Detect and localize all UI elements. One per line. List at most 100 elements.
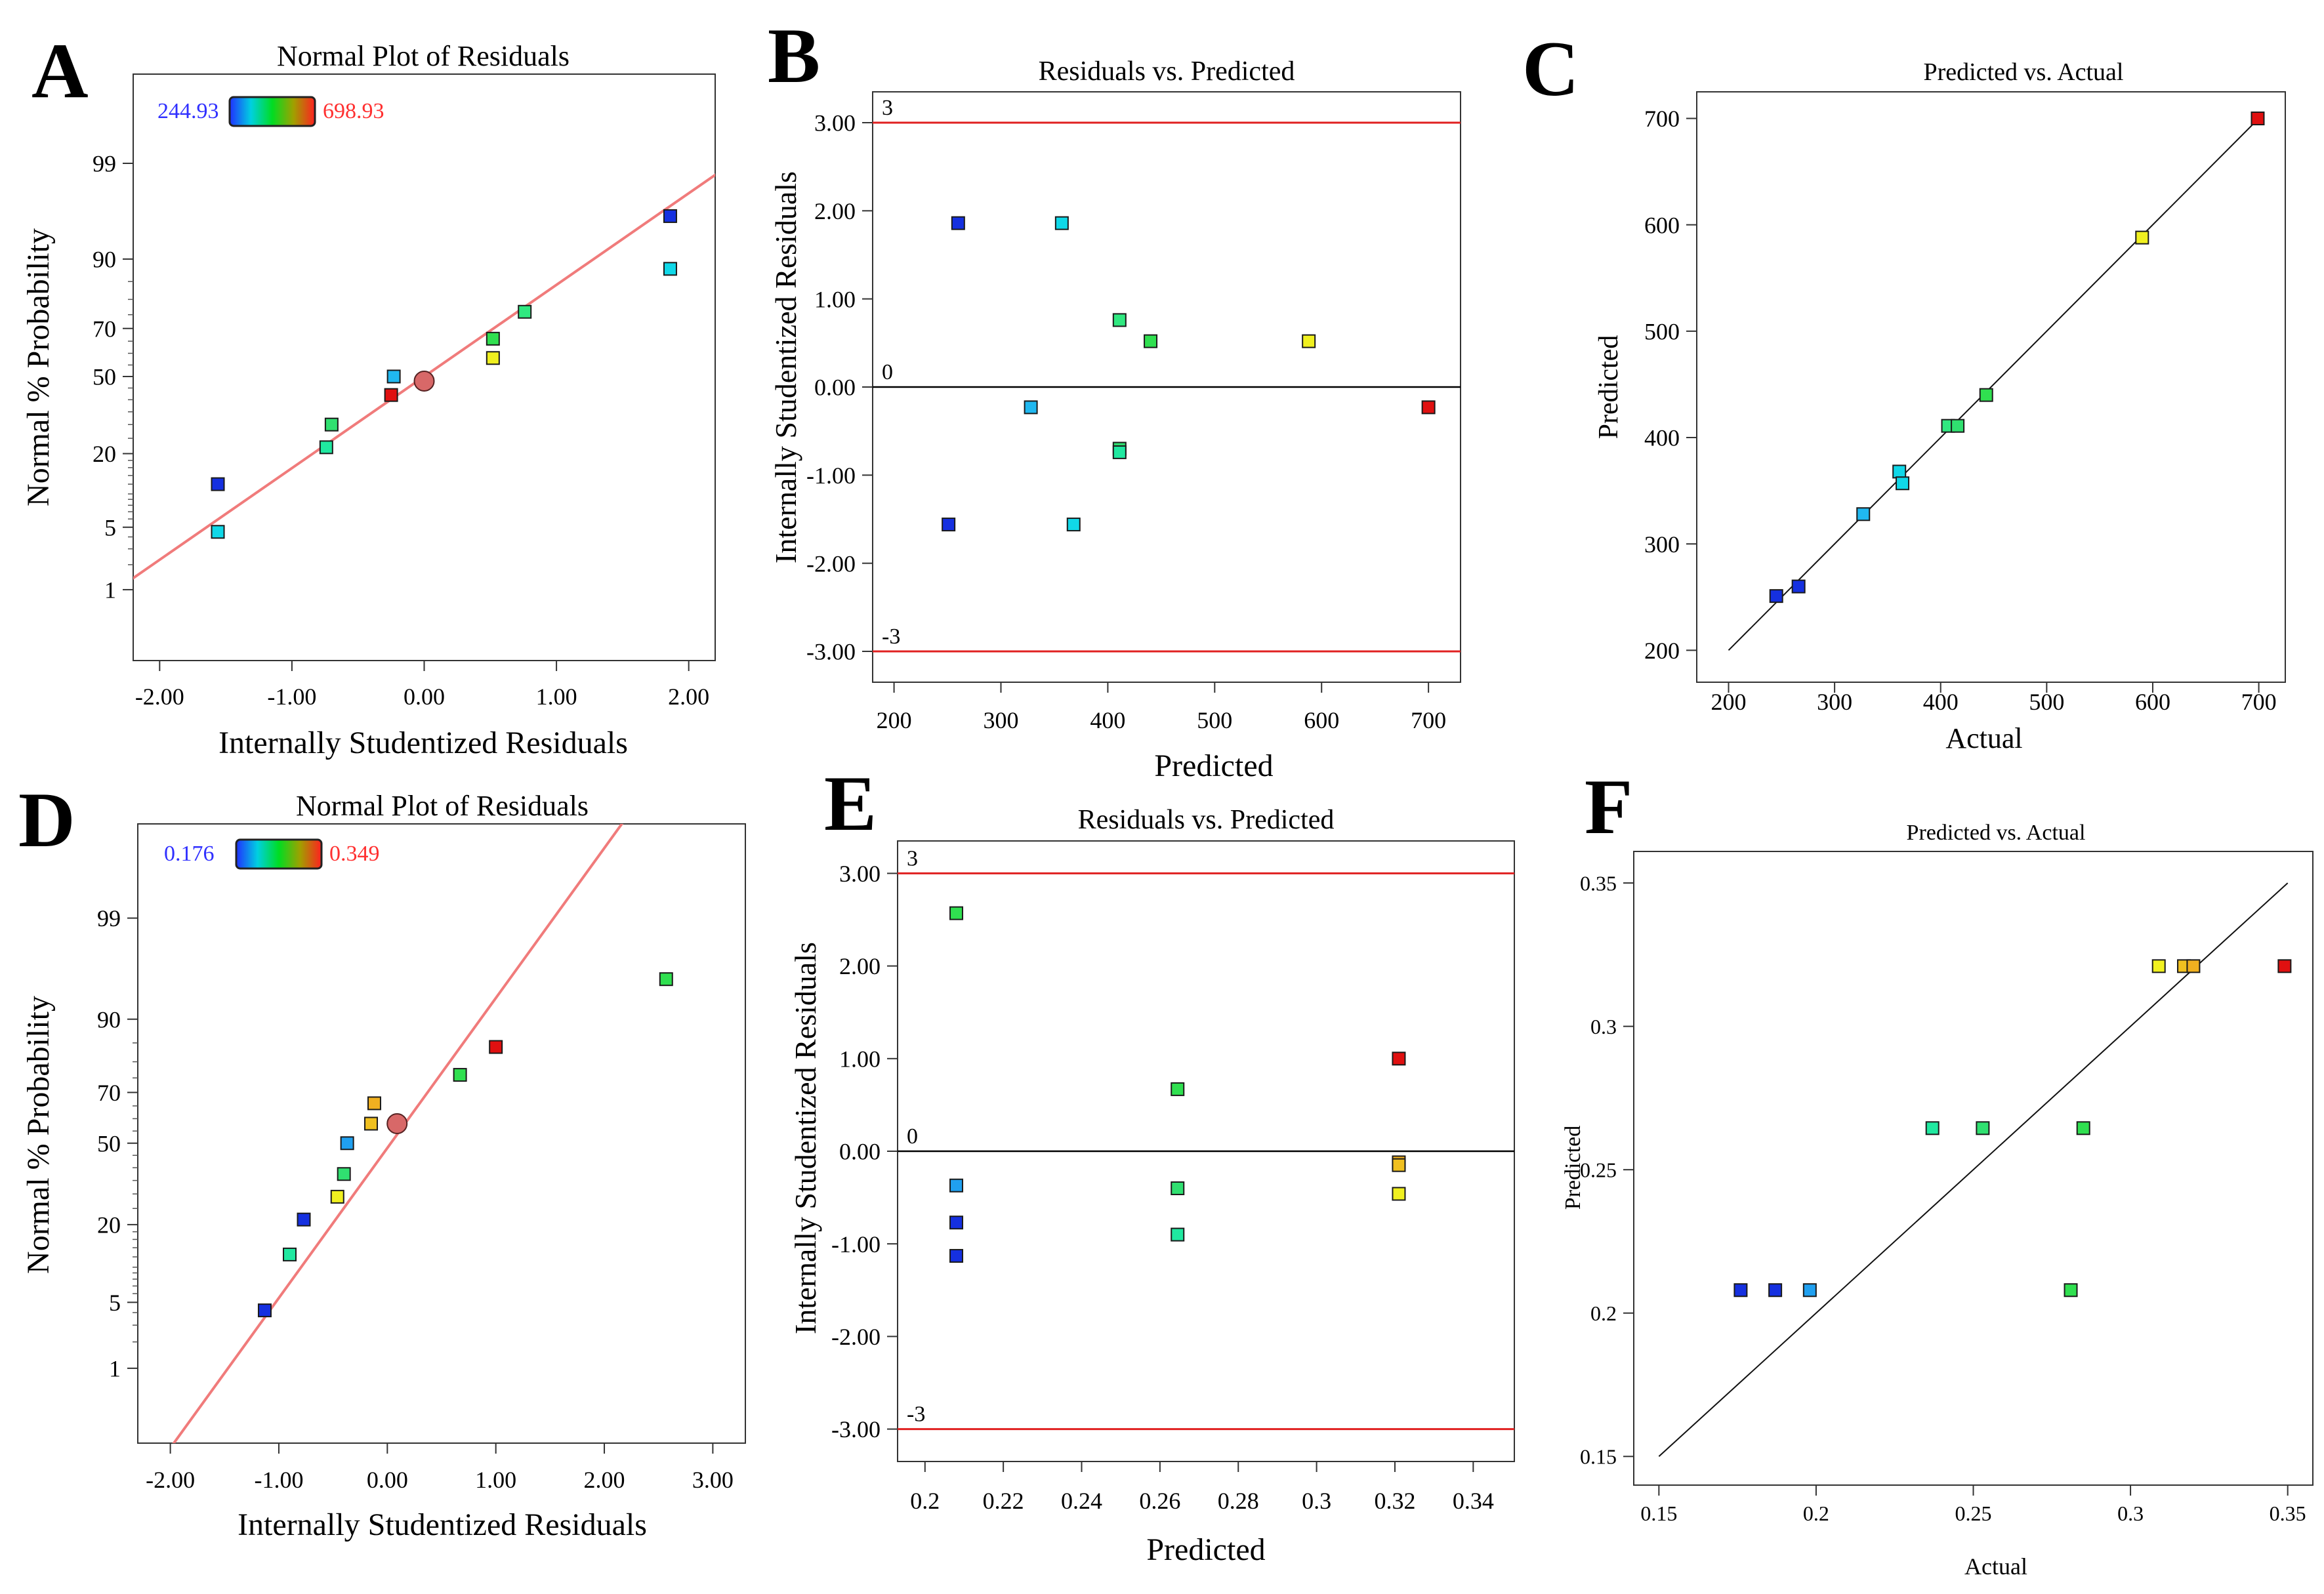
- y-tick-label: 400: [1644, 425, 1680, 451]
- data-point: [1979, 388, 1993, 402]
- x-tick-label: 0.3: [2117, 1502, 2144, 1525]
- y-tick-label: 0.35: [1580, 871, 1617, 895]
- data-point: [1171, 1181, 1185, 1195]
- diagonal-line: [1658, 882, 2289, 1458]
- x-tick-label: 0.32: [1374, 1488, 1415, 1514]
- panel-a: A Normal Plot of Residuals -2.00 -1.00 0.00 1…: [21, 27, 716, 760]
- data-point: [949, 1216, 964, 1230]
- x-tick-label: 0.3: [1302, 1488, 1331, 1514]
- y-tick-label: 1: [104, 577, 116, 603]
- center-point: [413, 370, 435, 392]
- x-tick-label: 0.26: [1139, 1488, 1180, 1514]
- color-scale-legend: 244.93 698.93: [157, 96, 384, 127]
- x-tick-label: 600: [1304, 707, 1339, 733]
- y-axis-label: Normal % Probability: [21, 228, 56, 506]
- y-tick-label: -1.00: [806, 462, 856, 489]
- panel-letter: D: [18, 776, 75, 863]
- color-scale-min-label: 244.93: [157, 99, 219, 123]
- chart-title: Normal Plot of Residuals: [277, 40, 570, 72]
- data-point: [663, 209, 677, 223]
- data-point: [1302, 334, 1316, 348]
- data-point: [1392, 1187, 1406, 1201]
- x-tick-label: 0.00: [404, 684, 445, 710]
- data-point: [1171, 1082, 1185, 1096]
- x-tick-label: 400: [1923, 689, 1959, 715]
- diagonal-line: [1728, 117, 2260, 651]
- data-point: [283, 1247, 297, 1261]
- x-tick-label: -1.00: [267, 684, 316, 710]
- plot-frame: [133, 73, 716, 661]
- y-tick-label: -3.00: [831, 1416, 881, 1442]
- x-axis-label: Actual: [1945, 722, 2022, 754]
- y-tick-label: 200: [1644, 638, 1680, 664]
- data-point: [1171, 1227, 1185, 1242]
- x-tick-label: 300: [1817, 689, 1852, 715]
- y-tick-label: 500: [1644, 318, 1680, 344]
- x-tick-label: 600: [2135, 689, 2170, 715]
- color-scale-legend: 0.176 0.349: [164, 838, 380, 870]
- data-point: [2277, 959, 2292, 973]
- panel-c: C Predicted vs. Actual 200 300 400 500 600 700 2…: [1522, 25, 2286, 754]
- color-scale-bar: [235, 838, 323, 870]
- x-tick-label: 3.00: [692, 1467, 734, 1493]
- data-point: [1392, 1052, 1406, 1066]
- y-tick-label: -2.00: [806, 550, 856, 577]
- plot-area: [1728, 117, 2260, 651]
- color-scale-bar: [228, 96, 316, 127]
- data-point: [663, 262, 677, 276]
- x-axis-label: Predicted: [1154, 748, 1273, 783]
- plot-area: [898, 872, 1514, 1431]
- y-axis-label: Predicted: [1594, 335, 1624, 439]
- reference-line-label: 0: [882, 360, 893, 384]
- y-tick-label: 3.00: [839, 861, 881, 887]
- y-axis-label: Predicted: [1561, 1126, 1585, 1210]
- center-point: [386, 1113, 408, 1134]
- data-point: [2251, 112, 2265, 126]
- data-point: [211, 525, 225, 539]
- y-axis-label: Internally Studentized Residuals: [789, 942, 822, 1334]
- color-scale-min-label: 0.176: [164, 842, 215, 866]
- y-tick-label: 0.25: [1580, 1158, 1617, 1181]
- x-tick-label: 0.34: [1453, 1488, 1494, 1514]
- color-scale-max-label: 0.349: [329, 842, 380, 866]
- plot-frame: [1633, 851, 2314, 1486]
- x-tick-label: 700: [2241, 689, 2277, 715]
- y-tick-label: 600: [1644, 212, 1680, 238]
- y-tick-label: 0.3: [1590, 1015, 1617, 1038]
- data-point: [2076, 1121, 2090, 1135]
- y-tick-label: 5: [104, 514, 116, 541]
- data-point: [324, 417, 339, 432]
- y-axis-label: Normal % Probability: [21, 996, 56, 1274]
- data-point: [1791, 579, 1806, 594]
- reference-line-label: -3: [882, 624, 900, 649]
- data-point: [486, 351, 500, 365]
- data-point: [1925, 1121, 1940, 1135]
- data-point: [2064, 1283, 2078, 1298]
- data-point: [1392, 1158, 1406, 1172]
- y-tick-label: 99: [93, 151, 116, 177]
- x-tick-label: 0.00: [367, 1467, 408, 1493]
- x-axis-label: Predicted: [1146, 1532, 1265, 1567]
- panel-d: D Normal Plot of Residuals -2.00 -1.00 0.00 1…: [18, 776, 746, 1542]
- y-tick-label: 20: [93, 441, 116, 467]
- x-tick-label: 700: [1411, 707, 1446, 733]
- x-tick-label: 0.15: [1640, 1502, 1677, 1525]
- y-tick-label: 300: [1644, 531, 1680, 558]
- y-tick-label: 50: [97, 1130, 121, 1156]
- x-tick-label: 2.00: [668, 684, 709, 710]
- data-point: [949, 906, 964, 920]
- y-tick-label: 1.00: [814, 286, 856, 312]
- data-point: [211, 477, 225, 491]
- color-scale-max-label: 698.93: [323, 99, 384, 123]
- x-tick-label: 0.28: [1218, 1488, 1259, 1514]
- data-point: [384, 388, 398, 402]
- x-axis-label: Internally Studentized Residuals: [218, 725, 628, 760]
- data-point: [951, 216, 965, 230]
- data-point: [486, 331, 500, 346]
- x-tick-label: 1.00: [536, 684, 577, 710]
- data-point: [1976, 1121, 1990, 1135]
- x-tick-label: 0.2: [1803, 1502, 1829, 1525]
- x-tick-label: 0.25: [1955, 1502, 1992, 1525]
- panel-b: B Residuals vs. Predicted 200 300 400 500 600 7…: [768, 12, 1461, 783]
